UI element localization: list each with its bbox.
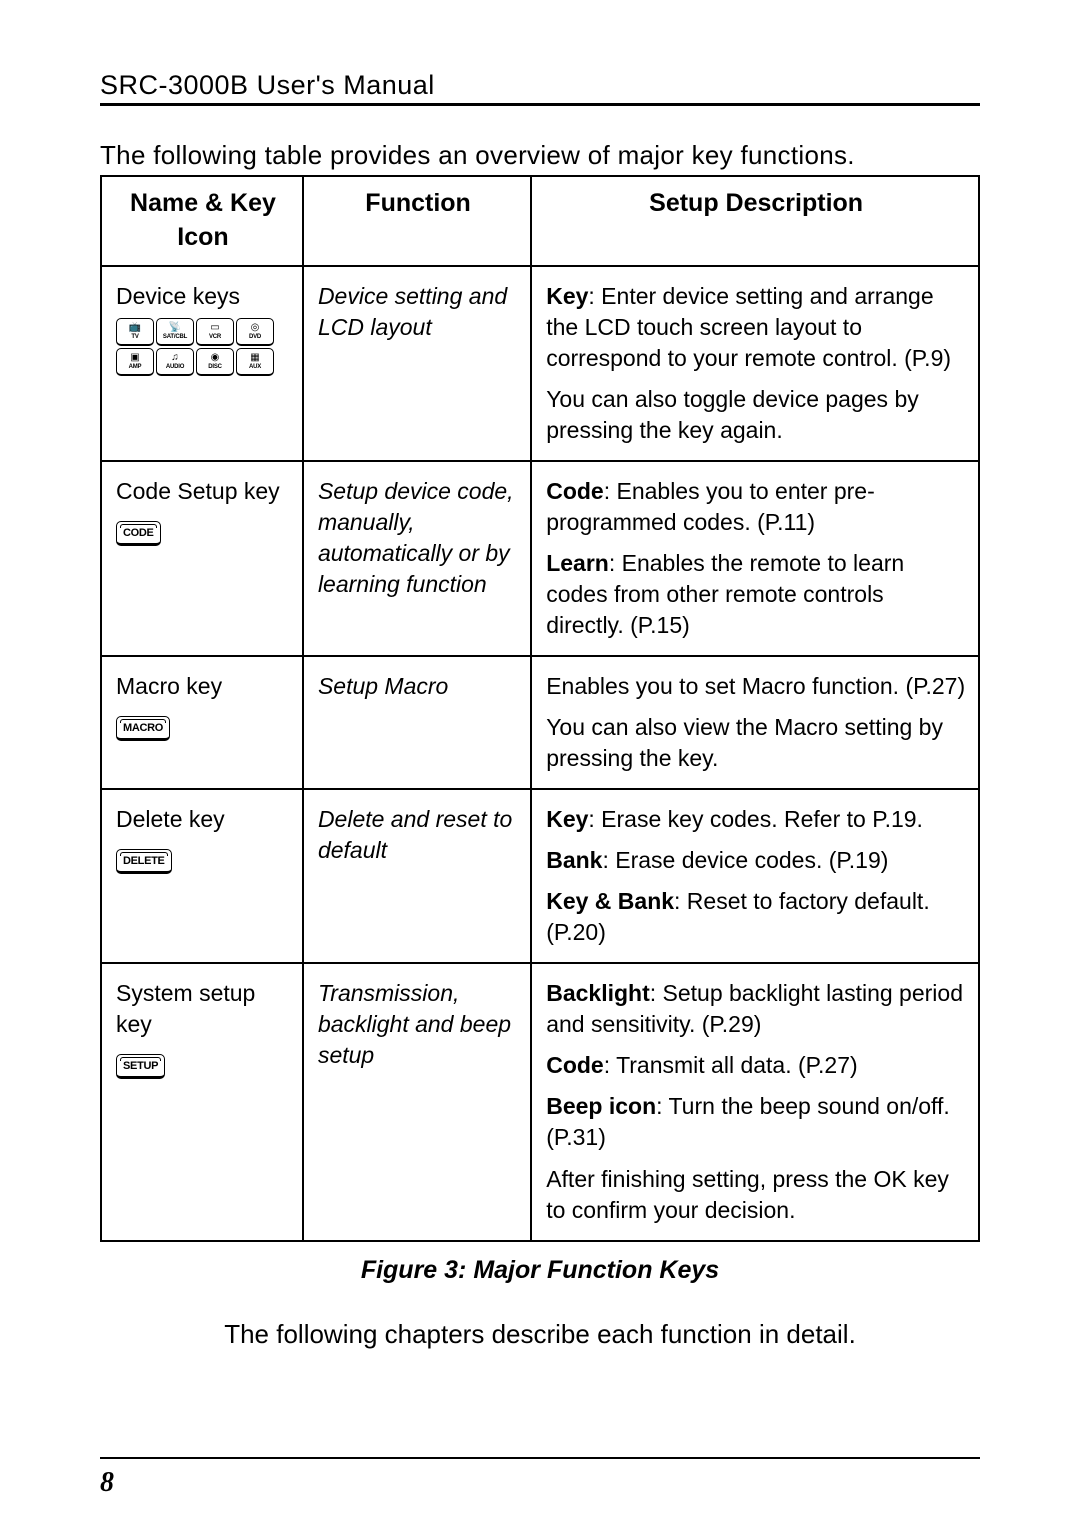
cell-name: Device keys 📺TV📡SAT/CBL▭VCR◎DVD ▣AMP♫AUDIO… [101,266,303,461]
cell-description: Key: Erase key codes. Refer to P.19. Bank… [531,789,979,963]
page-number: 8 [100,1467,114,1499]
cell-function: Setup device code, manually, automatical… [303,461,531,656]
desc-line: Key & Bank: Reset to factory default. (P… [546,886,966,948]
desc-line: Beep icon: Turn the beep sound on/off. (… [546,1091,966,1153]
device-keys-grid: 📺TV📡SAT/CBL▭VCR◎DVD ▣AMP♫AUDIO◉DISC▦AUX [116,318,290,376]
cell-function: Setup Macro [303,656,531,789]
hard-key-icon: SETUP [116,1054,165,1079]
table-row: Device keys 📺TV📡SAT/CBL▭VCR◎DVD ▣AMP♫AUDIO… [101,266,979,461]
desc-line: Key: Enter device setting and arrange th… [546,281,966,374]
function-text: Setup device code, manually, automatical… [318,476,518,600]
table-row: Macro key MACRO Setup Macro Enables you to … [101,656,979,789]
cell-function: Device setting and LCD layout [303,266,531,461]
desc-line: You can also view the Macro setting by p… [546,712,966,774]
device-key-icon: 📺TV [116,318,154,346]
table-row: System setup key SETUP Transmission, backl… [101,963,979,1240]
device-key-icon: 📡SAT/CBL [156,318,194,346]
key-name: System setup key [116,978,290,1040]
footer-divider [100,1457,980,1459]
function-text: Delete and reset to default [318,804,518,866]
col-header-setup: Setup Description [531,176,979,266]
table-row: Delete key DELETE Delete and reset to defa… [101,789,979,963]
device-key-icon: ▣AMP [116,348,154,376]
page-header: SRC-3000B User's Manual [100,70,980,106]
function-text: Setup Macro [318,671,518,702]
hard-key-icon: DELETE [116,849,172,874]
cell-name: Delete key DELETE [101,789,303,963]
desc-line: Code: Enables you to enter pre-programme… [546,476,966,538]
key-name: Code Setup key [116,476,290,507]
cell-description: Enables you to set Macro function. (P.27… [531,656,979,789]
device-key-icon: ◉DISC [196,348,234,376]
figure-caption: Figure 3: Major Function Keys [100,1256,980,1285]
function-text: Device setting and LCD layout [318,281,518,343]
cell-description: Backlight: Setup backlight lasting perio… [531,963,979,1240]
cell-description: Key: Enter device setting and arrange th… [531,266,979,461]
col-header-function: Function [303,176,531,266]
device-key-icon: ♫AUDIO [156,348,194,376]
col-header-name: Name & KeyIcon [101,176,303,266]
device-key-icon: ▭VCR [196,318,234,346]
desc-line: Learn: Enables the remote to learn codes… [546,548,966,641]
cell-function: Transmission, backlight and beep setup [303,963,531,1240]
desc-line: Enables you to set Macro function. (P.27… [546,671,966,702]
desc-line: Code: Transmit all data. (P.27) [546,1050,966,1081]
table-row: Code Setup key CODE Setup device code, man… [101,461,979,656]
hard-key-icon: MACRO [116,716,170,741]
function-table: Name & KeyIcon Function Setup Descriptio… [100,175,980,1242]
key-name: Delete key [116,804,290,835]
function-text: Transmission, backlight and beep setup [318,978,518,1071]
cell-name: Code Setup key CODE [101,461,303,656]
desc-line: You can also toggle device pages by pres… [546,384,966,446]
desc-line: Bank: Erase device codes. (P.19) [546,845,966,876]
key-name: Device keys [116,281,290,312]
cell-name: Macro key MACRO [101,656,303,789]
cell-description: Code: Enables you to enter pre-programme… [531,461,979,656]
desc-line: After finishing setting, press the OK ke… [546,1164,966,1226]
cell-function: Delete and reset to default [303,789,531,963]
desc-line: Key: Erase key codes. Refer to P.19. [546,804,966,835]
intro-text: The following table provides an overview… [100,140,980,171]
desc-line: Backlight: Setup backlight lasting perio… [546,978,966,1040]
key-name: Macro key [116,671,290,702]
cell-name: System setup key SETUP [101,963,303,1240]
hard-key-icon: CODE [116,521,161,546]
device-key-icon: ◎DVD [236,318,274,346]
device-key-icon: ▦AUX [236,348,274,376]
conclusion-text: The following chapters describe each fun… [100,1319,980,1350]
